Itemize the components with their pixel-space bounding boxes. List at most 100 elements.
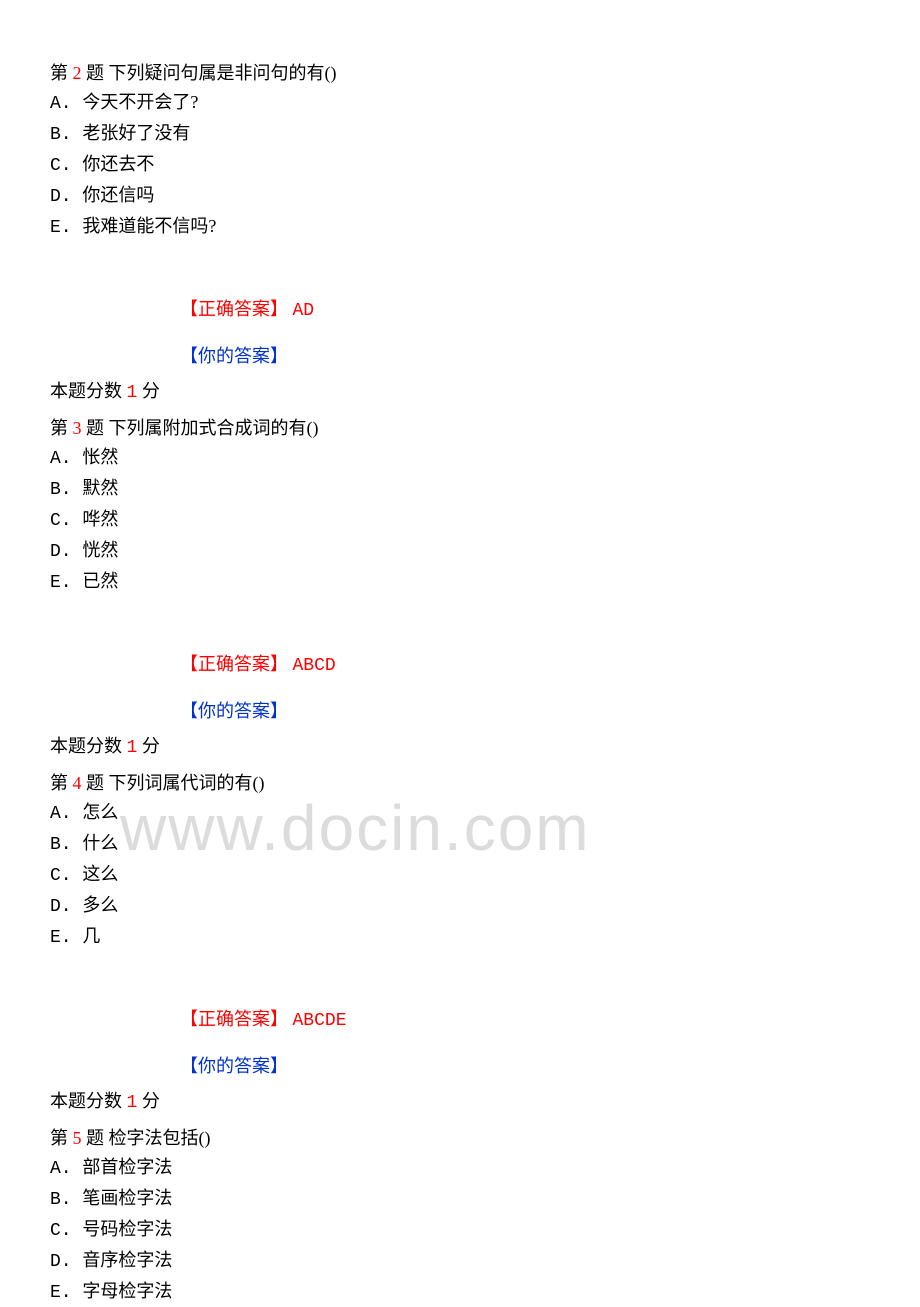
- option-letter: B.: [50, 835, 82, 855]
- option-text: 默然: [82, 478, 118, 498]
- question-title: 第 3 题 下列属附加式合成词的有(): [50, 415, 870, 442]
- your-answer-label: 【你的答案】: [180, 701, 288, 721]
- option-text: 部首检字法: [82, 1157, 172, 1177]
- option-text: 我难道能不信吗?: [82, 216, 216, 236]
- answer-section: 【正确答案】 ABCD 【你的答案】: [180, 651, 870, 725]
- option: D. 多么: [50, 892, 870, 921]
- answer-section: 【正确答案】 AD 【你的答案】: [180, 296, 870, 370]
- option-text: 号码检字法: [82, 1219, 172, 1239]
- correct-value-text: ABCDE: [293, 1011, 347, 1031]
- option: C. 号码检字法: [50, 1216, 870, 1245]
- answer-section: 【正确答案】 ABCDE 【你的答案】: [180, 1006, 870, 1080]
- correct-answer-line: 【正确答案】 AD: [180, 296, 870, 325]
- score-prefix: 本题分数: [50, 1091, 122, 1111]
- option-text: 音序检字法: [82, 1250, 172, 1270]
- option-letter: E.: [50, 928, 82, 948]
- option-text: 已然: [82, 571, 118, 591]
- option-text: 哗然: [82, 509, 118, 529]
- your-answer-line: 【你的答案】: [180, 343, 870, 370]
- q-suffix: 题: [86, 63, 104, 83]
- option-letter: B.: [50, 480, 82, 500]
- option-text: 老张好了没有: [82, 123, 190, 143]
- option-text: 怅然: [82, 447, 118, 467]
- correct-label: 【正确答案】: [180, 1009, 288, 1029]
- option-letter: A.: [50, 94, 82, 114]
- option-text: 多么: [82, 895, 118, 915]
- option-letter: C.: [50, 866, 82, 886]
- option: A. 怅然: [50, 444, 870, 473]
- your-answer-line: 【你的答案】: [180, 1053, 870, 1080]
- your-answer-label: 【你的答案】: [180, 346, 288, 366]
- option-text: 笔画检字法: [82, 1188, 172, 1208]
- option: B. 什么: [50, 830, 870, 859]
- question-block: 第 5 题 检字法包括() A. 部首检字法 B. 笔画检字法 C. 号码检字法…: [50, 1125, 870, 1307]
- score-line: 本题分数 1 分: [50, 1088, 870, 1117]
- score-suffix-text: 分: [142, 1091, 160, 1111]
- option: A. 部首检字法: [50, 1154, 870, 1183]
- option-letter: D.: [50, 897, 82, 917]
- option-letter: A.: [50, 1159, 82, 1179]
- option: A. 怎么: [50, 799, 870, 828]
- q-stem-text: 下列疑问句属是非问句的有(): [109, 63, 337, 83]
- correct-value-text: ABCD: [293, 656, 336, 676]
- q-prefix: 第: [50, 773, 68, 793]
- question-title: 第 4 题 下列词属代词的有(): [50, 770, 870, 797]
- option: B. 笔画检字法: [50, 1185, 870, 1214]
- option-text: 这么: [82, 864, 118, 884]
- q-number: 3: [73, 418, 82, 438]
- option: E. 已然: [50, 568, 870, 597]
- option-text: 你还信吗: [82, 185, 154, 205]
- your-answer-label: 【你的答案】: [180, 1056, 288, 1076]
- q-prefix: 第: [50, 63, 68, 83]
- question-title: 第 5 题 检字法包括(): [50, 1125, 870, 1152]
- option-letter: E.: [50, 1283, 82, 1303]
- option-letter: D.: [50, 542, 82, 562]
- document-content: 第 2 题 下列疑问句属是非问句的有() A. 今天不开会了? B. 老张好了没…: [50, 60, 870, 1307]
- option-letter: B.: [50, 125, 82, 145]
- correct-label: 【正确答案】: [180, 299, 288, 319]
- q-suffix: 题: [86, 773, 104, 793]
- option-letter: A.: [50, 449, 82, 469]
- score-num: 1: [127, 1093, 138, 1113]
- score-line: 本题分数 1 分: [50, 378, 870, 407]
- option: B. 老张好了没有: [50, 120, 870, 149]
- option-letter: C.: [50, 511, 82, 531]
- option: B. 默然: [50, 475, 870, 504]
- option-letter: C.: [50, 156, 82, 176]
- correct-answer-line: 【正确答案】 ABCDE: [180, 1006, 870, 1035]
- q-stem-text: 检字法包括(): [109, 1128, 211, 1148]
- option-letter: E.: [50, 218, 82, 238]
- question-block: 第 4 题 下列词属代词的有() A. 怎么 B. 什么 C. 这么 D. 多么…: [50, 770, 870, 1117]
- q-stem-text: 下列属附加式合成词的有(): [109, 418, 319, 438]
- score-suffix-text: 分: [142, 736, 160, 756]
- score-prefix: 本题分数: [50, 736, 122, 756]
- score-num: 1: [127, 738, 138, 758]
- option-letter: A.: [50, 804, 82, 824]
- option-text: 什么: [82, 833, 118, 853]
- question-block: 第 2 题 下列疑问句属是非问句的有() A. 今天不开会了? B. 老张好了没…: [50, 60, 870, 407]
- score-suffix-text: 分: [142, 381, 160, 401]
- option-letter: D.: [50, 187, 82, 207]
- option-letter: D.: [50, 1252, 82, 1272]
- option: C. 这么: [50, 861, 870, 890]
- option: D. 音序检字法: [50, 1247, 870, 1276]
- option-letter: C.: [50, 1221, 82, 1241]
- option-text: 几: [82, 926, 100, 946]
- score-num: 1: [127, 383, 138, 403]
- q-stem-text: 下列词属代词的有(): [109, 773, 265, 793]
- option: D. 你还信吗: [50, 182, 870, 211]
- question-block: 第 3 题 下列属附加式合成词的有() A. 怅然 B. 默然 C. 哗然 D.…: [50, 415, 870, 762]
- option: A. 今天不开会了?: [50, 89, 870, 118]
- option-text: 字母检字法: [82, 1281, 172, 1301]
- option: D. 恍然: [50, 537, 870, 566]
- q-number: 5: [73, 1128, 82, 1148]
- q-suffix: 题: [86, 1128, 104, 1148]
- option-text: 今天不开会了?: [82, 92, 198, 112]
- option: C. 哗然: [50, 506, 870, 535]
- option: E. 几: [50, 923, 870, 952]
- option-text: 怎么: [82, 802, 118, 822]
- q-prefix: 第: [50, 1128, 68, 1148]
- score-prefix: 本题分数: [50, 381, 122, 401]
- correct-label: 【正确答案】: [180, 654, 288, 674]
- q-number: 4: [73, 773, 82, 793]
